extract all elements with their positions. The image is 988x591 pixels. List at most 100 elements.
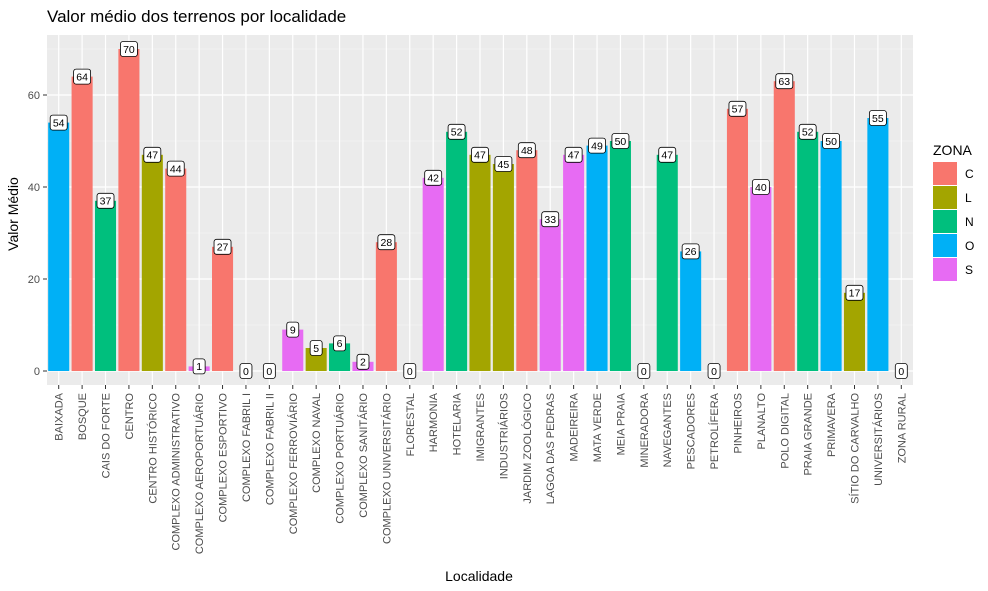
x-tick-label: CENTRO HISTÓRICO [146, 393, 159, 504]
data-label: 47 [474, 150, 486, 162]
x-tick-label: PRAIA GRANDE [803, 393, 815, 476]
legend-swatch [933, 210, 957, 233]
data-label-box [309, 340, 323, 356]
legend-label: C [965, 167, 974, 181]
bar [539, 219, 561, 371]
data-label: 26 [685, 246, 697, 258]
legend-label: L [965, 191, 972, 205]
legend-title: ZONA [933, 142, 973, 158]
bar [118, 49, 140, 371]
data-label-box [775, 73, 794, 90]
x-tick-label: HOTELARIA [452, 392, 464, 455]
x-tick-label: MEIA PRAIA [615, 392, 627, 455]
data-label-box [96, 192, 115, 209]
data-label: 5 [313, 343, 319, 355]
bar [492, 164, 514, 371]
x-tick-label: COMPLEXO FABRIL II [264, 393, 276, 505]
data-label: 28 [381, 237, 393, 249]
legend-swatch [933, 234, 957, 257]
data-label-box [213, 238, 232, 255]
bar [843, 292, 866, 371]
bar [282, 329, 304, 371]
x-tick-label: COMPLEXO FABRIL I [241, 393, 253, 502]
bar [773, 81, 795, 371]
data-label: 0 [898, 366, 904, 378]
x-tick-label: COMPLEXO PORTUÁRIO [334, 393, 347, 524]
bar [680, 251, 702, 371]
bar [212, 246, 234, 371]
bar [867, 118, 889, 371]
x-tick-label: IMIGRANTES [475, 393, 487, 461]
x-tick-label: CENTRO [124, 393, 136, 440]
x-tick-label: NAVEGANTES [662, 393, 674, 467]
x-tick-label: BAIXADA [54, 392, 66, 440]
data-label-box [424, 169, 443, 186]
data-label-box [658, 146, 677, 163]
x-tick-label: PLANALTO [756, 393, 768, 450]
bar [71, 76, 93, 371]
x-axis: BAIXADA BOSQUE CAIS DO FORTE CENTRO CENTRO H… [54, 385, 908, 555]
x-tick-label: HARMONIA [428, 392, 440, 452]
data-label: 0 [243, 366, 249, 378]
bars-layer [48, 49, 889, 372]
data-label-box [728, 100, 747, 117]
x-tick-label: FLORESTAL [405, 393, 417, 456]
bar [586, 145, 608, 371]
data-label: 70 [123, 44, 135, 56]
data-label-box [517, 142, 536, 159]
data-label: 47 [568, 150, 580, 162]
legend-swatch [933, 186, 957, 209]
chart-title: Valor médio dos terrenos por localidade [47, 7, 346, 26]
data-label: 54 [53, 117, 65, 129]
data-label: 49 [591, 140, 603, 152]
data-label: 47 [146, 150, 158, 162]
y-tick-label: 60 [28, 90, 40, 102]
data-label-box [447, 123, 466, 140]
x-tick-label: JARDIM ZOOLÓGICO [521, 393, 534, 504]
data-label: 48 [521, 145, 533, 157]
x-tick-label: MATA VERDE [592, 393, 604, 462]
data-label-box [637, 363, 651, 379]
data-label: 27 [217, 242, 229, 254]
data-label: 44 [170, 163, 182, 175]
data-label: 47 [661, 150, 673, 162]
data-label-box [239, 363, 253, 379]
bar [656, 154, 678, 371]
data-label-box [541, 211, 560, 228]
data-label-box [49, 114, 68, 131]
x-tick-label: SÍTIO DO CARVALHO [848, 393, 861, 504]
data-label-box [356, 353, 370, 370]
x-tick-label: COMPLEXO ADMINISTRATIVO [171, 393, 183, 551]
data-label: 1 [196, 361, 202, 373]
data-label-box [845, 284, 864, 301]
data-label: 55 [872, 113, 884, 125]
data-label: 17 [849, 288, 861, 300]
data-label-box [286, 321, 300, 338]
data-label: 52 [802, 127, 814, 139]
x-tick-label: CAIS DO FORTE [101, 393, 113, 478]
data-label-box [403, 363, 417, 379]
x-tick-label: UNIVERSITÁRIOS [872, 393, 885, 486]
y-tick-label: 20 [28, 274, 40, 286]
bar [609, 141, 631, 371]
x-tick-label: PETROLÍFERA [708, 392, 721, 469]
data-label-box [868, 110, 887, 126]
data-labels-layer: 54 64 37 70 47 44 1 27 0 0 9 5 6 2 28 0 42 52 47 45 48 33 47 49… [49, 41, 908, 379]
data-label: 50 [615, 136, 627, 148]
data-label: 2 [360, 357, 366, 369]
data-label: 0 [407, 366, 413, 378]
x-tick-label: COMPLEXO AEROPORTUÁRIO [193, 393, 206, 555]
data-label-box [120, 41, 138, 57]
data-label: 45 [498, 159, 510, 171]
legend-label: O [965, 239, 974, 253]
data-label-box [707, 363, 721, 379]
data-label: 0 [641, 366, 647, 378]
x-tick-label: PRIMAVERA [826, 392, 838, 457]
data-label-box [611, 133, 630, 149]
legend-swatch [933, 162, 957, 185]
data-label-box [798, 123, 817, 140]
data-label-box [471, 146, 489, 163]
data-label-box [494, 156, 513, 172]
bar [48, 122, 70, 371]
